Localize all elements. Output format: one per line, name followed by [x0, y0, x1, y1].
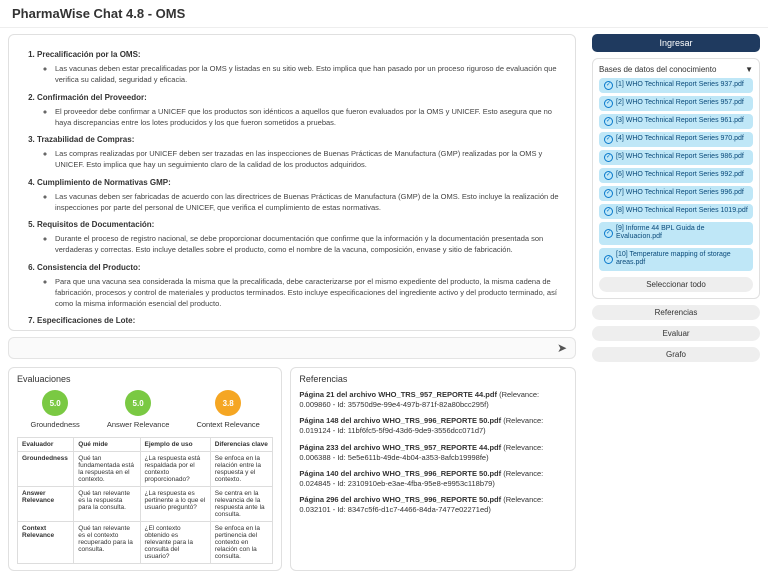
references-panel: Referencias Página 21 del archivo WHO_TR… — [290, 367, 576, 571]
score-label: Context Relevance — [196, 420, 259, 429]
answer-bullet: Las compras realizadas por UNICEF deben … — [55, 148, 561, 171]
kb-item-label: [3] WHO Technical Report Series 961.pdf — [616, 117, 744, 125]
kb-item-label: [10] Temperature mapping of storage area… — [616, 251, 748, 268]
table-cell: ¿El contexto obtenido es relevante para … — [140, 522, 210, 564]
chat-input-row: ➤ — [8, 337, 576, 359]
sidebar: Ingresar Bases de datos del conocimiento… — [584, 28, 768, 571]
kb-item[interactable]: ✓[4] WHO Technical Report Series 970.pdf — [599, 132, 753, 147]
answer-section: Especificaciones de Lote:En el caso de l… — [37, 315, 561, 331]
chat-input[interactable] — [17, 343, 557, 353]
check-icon: ✓ — [604, 117, 613, 126]
check-icon: ✓ — [604, 255, 613, 264]
table-cell: Se enfoca en la pertinencia del contexto… — [210, 522, 273, 564]
evaluations-title: Evaluaciones — [17, 374, 273, 384]
check-icon: ✓ — [604, 171, 613, 180]
table-row: GroundednessQué tan fundamentada está la… — [18, 452, 273, 487]
answer-content: Precalificación por la OMS:Las vacunas d… — [8, 34, 576, 331]
reference-item: Página 233 del archivo WHO_TRS_957_REPOR… — [299, 443, 567, 463]
table-header: Evaluador — [18, 438, 74, 452]
reference-item: Página 140 del archivo WHO_TRS_996_REPOR… — [299, 469, 567, 489]
kb-item-label: [7] WHO Technical Report Series 996.pdf — [616, 189, 744, 197]
table-cell: Qué tan fundamentada está la respuesta e… — [74, 452, 140, 487]
answer-bullet: El proveedor debe confirmar a UNICEF que… — [55, 106, 561, 129]
select-all-button[interactable]: Seleccionar todo — [599, 277, 753, 292]
answer-section: Consistencia del Producto:Para que una v… — [37, 262, 561, 310]
kb-item-label: [9] Informe 44 BPL Guida de Evaluacion.p… — [616, 225, 748, 242]
check-icon: ✓ — [604, 189, 613, 198]
check-icon: ✓ — [604, 135, 613, 144]
table-cell: Answer Relevance — [18, 487, 74, 522]
table-row: Answer RelevanceQué tan relevante es la … — [18, 487, 273, 522]
answer-bullet: Las vacunas deben ser fabricadas de acue… — [55, 191, 561, 214]
evaluar-button[interactable]: Evaluar — [592, 326, 760, 341]
score-bubble: 5.0 — [42, 390, 68, 416]
answer-bullet: En el caso de las vacunas, también se re… — [55, 329, 561, 331]
table-cell: Qué tan relevante es la respuesta para l… — [74, 487, 140, 522]
app-title: PharmaWise Chat 4.8 - OMS — [0, 0, 768, 28]
score-bubble: 3.8 — [215, 390, 241, 416]
answer-bullet: Las vacunas deben estar precalificadas p… — [55, 63, 561, 86]
table-header: Qué mide — [74, 438, 140, 452]
check-icon: ✓ — [604, 229, 613, 238]
kb-item-label: [5] WHO Technical Report Series 986.pdf — [616, 153, 744, 161]
kb-item[interactable]: ✓[5] WHO Technical Report Series 986.pdf — [599, 150, 753, 165]
kb-header[interactable]: Bases de datos del conocimiento ▼ — [599, 65, 753, 74]
table-cell: Se centra en la relevancia de la respues… — [210, 487, 273, 522]
score: 5.0 Groundedness — [31, 390, 80, 429]
chevron-down-icon: ▼ — [745, 65, 753, 74]
score: 3.8 Context Relevance — [196, 390, 259, 429]
referencias-button[interactable]: Referencias — [592, 305, 760, 320]
kb-item[interactable]: ✓[1] WHO Technical Report Series 937.pdf — [599, 78, 753, 93]
table-header: Ejemplo de uso — [140, 438, 210, 452]
score: 5.0 Answer Relevance — [107, 390, 170, 429]
reference-item: Página 21 del archivo WHO_TRS_957_REPORT… — [299, 390, 567, 410]
answer-list: Precalificación por la OMS:Las vacunas d… — [23, 49, 561, 331]
table-cell: ¿La respuesta está respaldada por el con… — [140, 452, 210, 487]
kb-item-label: [8] WHO Technical Report Series 1019.pdf — [616, 207, 748, 215]
kb-item[interactable]: ✓[3] WHO Technical Report Series 961.pdf — [599, 114, 753, 129]
kb-item[interactable]: ✓[8] WHO Technical Report Series 1019.pd… — [599, 204, 753, 219]
table-row: Context RelevanceQué tan relevante es el… — [18, 522, 273, 564]
reference-item: Página 148 del archivo WHO_TRS_996_REPOR… — [299, 416, 567, 436]
answer-bullet: Para que una vacuna sea considerada la m… — [55, 276, 561, 310]
table-cell: ¿La respuesta es pertinente a lo que el … — [140, 487, 210, 522]
check-icon: ✓ — [604, 153, 613, 162]
check-icon: ✓ — [604, 81, 613, 90]
kb-item-label: [1] WHO Technical Report Series 937.pdf — [616, 81, 744, 89]
main-column: Precalificación por la OMS:Las vacunas d… — [0, 28, 584, 571]
answer-section: Precalificación por la OMS:Las vacunas d… — [37, 49, 561, 86]
send-icon[interactable]: ➤ — [557, 341, 567, 355]
score-label: Groundedness — [31, 420, 80, 429]
table-cell: Context Relevance — [18, 522, 74, 564]
kb-item[interactable]: ✓[7] WHO Technical Report Series 996.pdf — [599, 186, 753, 201]
reference-item: Página 296 del archivo WHO_TRS_996_REPOR… — [299, 495, 567, 515]
kb-item-label: [4] WHO Technical Report Series 970.pdf — [616, 135, 744, 143]
table-cell: Qué tan relevante es el contexto recuper… — [74, 522, 140, 564]
answer-section: Requisitos de Documentación:Durante el p… — [37, 219, 561, 256]
evaluations-panel: Evaluaciones 5.0 Groundedness 5.0 Answer Re… — [8, 367, 282, 571]
answer-section: Confirmación del Proveedor:El proveedor … — [37, 92, 561, 129]
answer-bullet: Durante el proceso de registro nacional,… — [55, 233, 561, 256]
check-icon: ✓ — [604, 99, 613, 108]
kb-item[interactable]: ✓[6] WHO Technical Report Series 992.pdf — [599, 168, 753, 183]
kb-item-label: [2] WHO Technical Report Series 957.pdf — [616, 99, 744, 107]
answer-section: Cumplimiento de Normativas GMP:Las vacun… — [37, 177, 561, 214]
evaluations-table: EvaluadorQué mideEjemplo de usoDiferenci… — [17, 437, 273, 564]
kb-title: Bases de datos del conocimiento — [599, 65, 716, 74]
kb-item[interactable]: ✓[2] WHO Technical Report Series 957.pdf — [599, 96, 753, 111]
table-cell: Se enfoca en la relación entre la respue… — [210, 452, 273, 487]
grafo-button[interactable]: Grafo — [592, 347, 760, 362]
references-title: Referencias — [299, 374, 567, 384]
knowledge-base-panel: Bases de datos del conocimiento ▼ ✓[1] W… — [592, 58, 760, 299]
kb-item[interactable]: ✓[9] Informe 44 BPL Guida de Evaluacion.… — [599, 222, 753, 245]
score-label: Answer Relevance — [107, 420, 170, 429]
ingresar-button[interactable]: Ingresar — [592, 34, 760, 52]
answer-section: Trazabilidad de Compras:Las compras real… — [37, 134, 561, 171]
score-bubble: 5.0 — [125, 390, 151, 416]
table-cell: Groundedness — [18, 452, 74, 487]
table-header: Diferencias clave — [210, 438, 273, 452]
kb-item-label: [6] WHO Technical Report Series 992.pdf — [616, 171, 744, 179]
check-icon: ✓ — [604, 207, 613, 216]
kb-item[interactable]: ✓[10] Temperature mapping of storage are… — [599, 248, 753, 271]
